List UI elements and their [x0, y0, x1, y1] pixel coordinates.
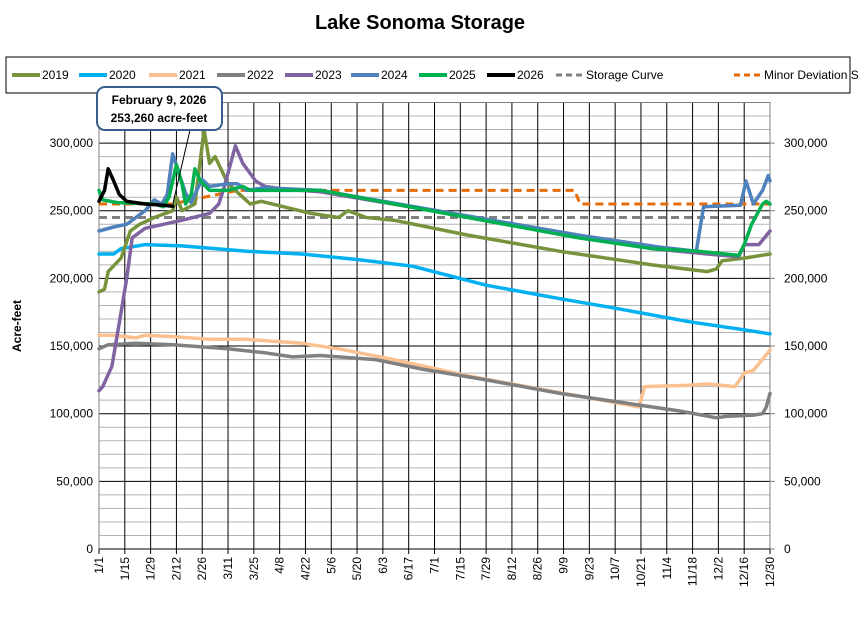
y-tick-label-left: 150,000: [50, 339, 94, 353]
x-tick-label: 12/2: [711, 557, 725, 581]
annotation-arrow: [172, 129, 191, 205]
y-tick-label-left: 200,000: [50, 271, 94, 285]
x-tick-label: 12/30: [763, 557, 777, 587]
x-tick-label: 2/26: [195, 557, 209, 581]
x-tick-label: 8/26: [531, 557, 545, 581]
series-line-2022: [97, 341, 772, 420]
x-tick-label: 7/1: [428, 557, 442, 574]
y-tick-label-left: 100,000: [50, 407, 94, 421]
y-tick-label-right: 300,000: [784, 136, 828, 150]
x-tick-label: 5/20: [350, 557, 364, 581]
x-tick-label: 1/29: [144, 557, 158, 581]
x-tick-label: 11/4: [660, 557, 674, 580]
legend-label: 2023: [315, 68, 342, 82]
y-tick-label-right: 250,000: [784, 204, 828, 218]
x-tick-label: 3/11: [221, 557, 235, 580]
y-tick-label-left: 50,000: [56, 474, 93, 488]
y-tick-label-right: 100,000: [784, 407, 828, 421]
annotation-value: 253,260 acre-feet: [111, 111, 208, 125]
x-tick-label: 5/6: [324, 557, 338, 574]
x-tick-label: 8/12: [505, 557, 519, 581]
series-line-2023: [97, 144, 772, 393]
x-tick-label: 9/23: [582, 557, 596, 581]
legend-items: 2019 2020 2021 2022 2023 2024 2025 2026 Storage …: [12, 68, 859, 82]
legend-label: 2019: [42, 68, 69, 82]
x-tick-label: 1/1: [92, 557, 106, 574]
x-tick-label: 10/21: [634, 557, 648, 587]
x-tick-label: 2/12: [169, 557, 183, 581]
chart-title: Lake Sonoma Storage: [315, 12, 525, 34]
x-tick-label: 10/7: [608, 557, 622, 581]
x-tick-label: 9/9: [557, 557, 571, 574]
series-line-2020: [97, 242, 772, 336]
legend-label: 2025: [449, 68, 476, 82]
legend-label: Minor Deviation Storage Curve: [764, 68, 859, 82]
y-tick-label-right: 0: [784, 542, 791, 556]
y-tick-label-right: 150,000: [784, 339, 828, 353]
legend-label: 2021: [179, 68, 206, 82]
x-tick-label: 1/15: [118, 557, 132, 581]
legend-label: 2020: [109, 68, 136, 82]
x-tick-label: 3/25: [247, 557, 261, 581]
y-tick-label-right: 200,000: [784, 271, 828, 285]
y-axis-label: Acre-feet: [10, 300, 24, 352]
axes: 1/1 1/15 1/29 2/12 2/26 3/11 3/25 4/8 4/22 5/6 5/2…: [50, 102, 828, 587]
annotation-callout: February 9, 2026 253,260 acre-feet: [96, 86, 223, 205]
x-tick-label: 6/17: [402, 557, 416, 581]
legend-label: 2022: [247, 68, 274, 82]
series-line-2026: [97, 167, 175, 209]
x-tick-label: 11/18: [686, 557, 700, 586]
y-tick-label-right: 50,000: [784, 474, 821, 488]
x-tick-label: 6/3: [376, 557, 390, 574]
series-line-2024: [97, 152, 772, 254]
series-line-2021: [97, 333, 772, 409]
legend-label: 2026: [517, 68, 544, 82]
x-tick-label: 12/16: [737, 557, 751, 587]
y-tick-label-left: 250,000: [50, 204, 94, 218]
x-tick-label: 7/15: [453, 557, 467, 581]
legend-label: 2024: [381, 68, 408, 82]
legend-label: Storage Curve: [586, 68, 664, 82]
x-tick-label: 4/22: [298, 557, 312, 581]
x-tick-label: 4/8: [273, 557, 287, 574]
series-line-2019: [97, 127, 772, 294]
annotation-box: [96, 86, 223, 131]
annotation-date: February 9, 2026: [112, 93, 207, 107]
y-tick-label-left: 0: [86, 542, 93, 556]
series-lines: [97, 127, 772, 420]
y-tick-label-left: 300,000: [50, 136, 94, 150]
x-tick-label: 7/29: [479, 557, 493, 581]
